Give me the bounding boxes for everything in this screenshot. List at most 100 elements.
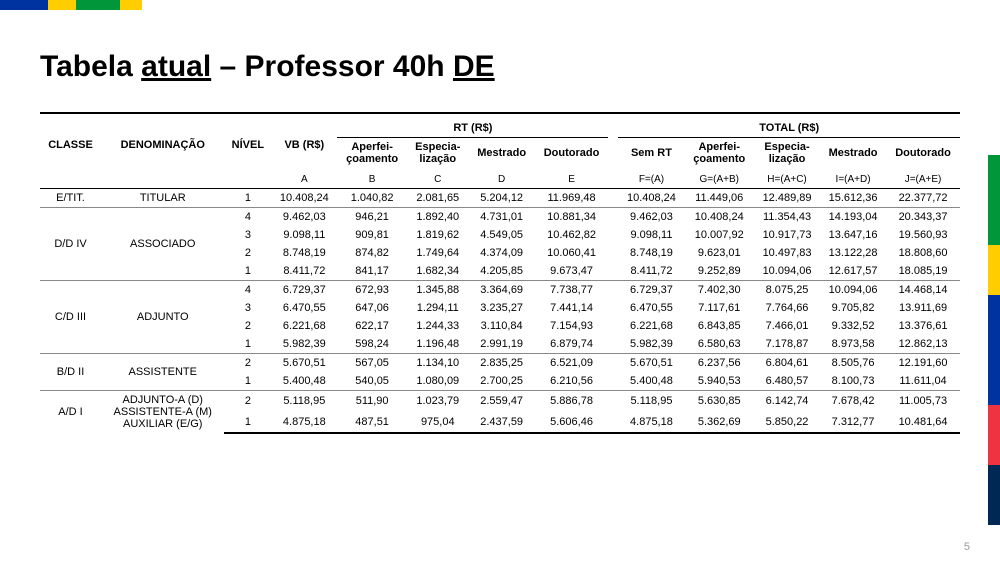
salary-table: CLASSE DENOMINAÇÃO NÍVEL VB (R$) RT (R$)…: [40, 112, 960, 434]
cell-classe: D/D IV: [40, 208, 101, 281]
cell: 10.094,06: [754, 262, 820, 281]
col-letter: C: [407, 171, 469, 189]
cell: 975,04: [407, 411, 469, 433]
cell: 8.100,73: [820, 372, 886, 391]
cell: 12.617,57: [820, 262, 886, 281]
cell: 567,05: [337, 354, 407, 373]
cell: 7.466,01: [754, 317, 820, 335]
cell-denom: ADJUNTO-A (D) ASSISTENTE-A (M) AUXILIAR …: [101, 391, 224, 434]
cell: 13.647,16: [820, 226, 886, 244]
cell: 2: [224, 354, 271, 373]
cell: 2.700,25: [469, 372, 535, 391]
cell: 4.205,85: [469, 262, 535, 281]
cell: 7.178,87: [754, 335, 820, 354]
cell: 3.110,84: [469, 317, 535, 335]
cell: 2: [224, 244, 271, 262]
cell: 5.204,12: [469, 189, 535, 208]
cell: 1.040,82: [337, 189, 407, 208]
cell-denom: ADJUNTO: [101, 281, 224, 354]
col-letter: B: [337, 171, 407, 189]
cell: 6.470,55: [618, 299, 684, 317]
col-letter: I=(A+D): [820, 171, 886, 189]
cell: 9.462,03: [618, 208, 684, 227]
cell: 13.911,69: [886, 299, 960, 317]
cell: 6.521,09: [535, 354, 609, 373]
cell: 9.098,11: [271, 226, 337, 244]
title-text: Tabela: [40, 50, 141, 83]
cell: 9.462,03: [271, 208, 337, 227]
cell: 7.117,61: [684, 299, 754, 317]
col-espec: Especia- lização: [754, 138, 820, 172]
page-title: Tabela atual – Professor 40h DE: [40, 50, 960, 84]
cell: 6.729,37: [618, 281, 684, 300]
cell: 4.549,05: [469, 226, 535, 244]
cell: 7.402,30: [684, 281, 754, 300]
cell: 20.343,37: [886, 208, 960, 227]
cell: 7.154,93: [535, 317, 609, 335]
cell: 5.400,48: [271, 372, 337, 391]
cell: 10.094,06: [820, 281, 886, 300]
cell: 5.886,78: [535, 391, 609, 412]
col-letter: E: [535, 171, 609, 189]
cell: 511,90: [337, 391, 407, 412]
cell: 841,17: [337, 262, 407, 281]
col-letter: D: [469, 171, 535, 189]
cell-denom: ASSISTENTE: [101, 354, 224, 391]
cell: 6.879,74: [535, 335, 609, 354]
cell: 5.400,48: [618, 372, 684, 391]
cell: 1: [224, 262, 271, 281]
cell: 9.673,47: [535, 262, 609, 281]
cell: 10.408,24: [684, 208, 754, 227]
cell: 1.682,34: [407, 262, 469, 281]
cell-classe: B/D II: [40, 354, 101, 391]
col-letter: G=(A+B): [684, 171, 754, 189]
cell: 647,06: [337, 299, 407, 317]
cell: 6.210,56: [535, 372, 609, 391]
cell: 5.982,39: [271, 335, 337, 354]
cell: 5.670,51: [271, 354, 337, 373]
accent-stripe: [48, 0, 76, 10]
cell: 14.193,04: [820, 208, 886, 227]
cell: 9.705,82: [820, 299, 886, 317]
cell: 19.560,93: [886, 226, 960, 244]
table-row: D/D IVASSOCIADO49.462,03946,211.892,404.…: [40, 208, 960, 227]
cell: 10.881,34: [535, 208, 609, 227]
accent-stripe: [988, 155, 1000, 245]
cell: 1.749,64: [407, 244, 469, 262]
col-dout: Doutorado: [886, 138, 960, 172]
cell: [608, 299, 618, 317]
cell: 1.244,33: [407, 317, 469, 335]
cell: 540,05: [337, 372, 407, 391]
cell: 1.023,79: [407, 391, 469, 412]
cell: 6.237,56: [684, 354, 754, 373]
col-letter: H=(A+C): [754, 171, 820, 189]
accent-stripe: [76, 0, 120, 10]
cell: 9.623,01: [684, 244, 754, 262]
cell: 4: [224, 208, 271, 227]
cell: 12.862,13: [886, 335, 960, 354]
cell: 6.470,55: [271, 299, 337, 317]
col-letter: A: [271, 171, 337, 189]
cell: 487,51: [337, 411, 407, 433]
cell: 4: [224, 281, 271, 300]
accent-stripe: [988, 295, 1000, 405]
col-denom: DENOMINAÇÃO: [101, 113, 224, 171]
cell: 10.060,41: [535, 244, 609, 262]
col-letter: F=(A): [618, 171, 684, 189]
cell: [608, 244, 618, 262]
cell: 6.142,74: [754, 391, 820, 412]
cell: 14.468,14: [886, 281, 960, 300]
spacer: [608, 113, 618, 171]
cell: 4.875,18: [271, 411, 337, 433]
cell: 7.764,66: [754, 299, 820, 317]
accent-stripe: [988, 465, 1000, 525]
cell: 5.670,51: [618, 354, 684, 373]
cell-classe: A/D I: [40, 391, 101, 434]
cell: 1.080,09: [407, 372, 469, 391]
cell: 11.449,06: [684, 189, 754, 208]
title-underline: DE: [453, 50, 495, 83]
cell: 5.940,53: [684, 372, 754, 391]
cell: 15.612,36: [820, 189, 886, 208]
cell: 6.729,37: [271, 281, 337, 300]
cell: 8.075,25: [754, 281, 820, 300]
